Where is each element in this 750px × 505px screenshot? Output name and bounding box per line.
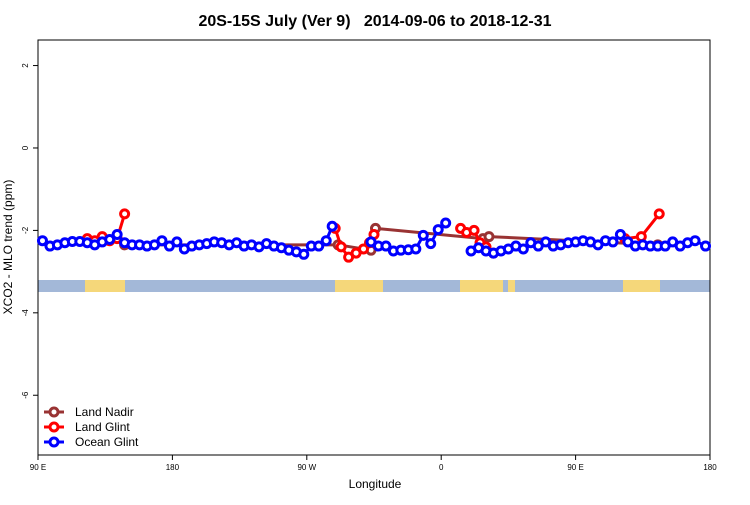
y-tick-label: -4 (21, 309, 30, 317)
point (417, 229, 429, 241)
point (653, 208, 665, 220)
x-tick-label: 0 (439, 463, 444, 472)
y-tick-label: 2 (21, 63, 30, 68)
point (358, 243, 370, 255)
point (607, 236, 619, 248)
point (517, 243, 529, 255)
x-tick-label: 180 (166, 463, 180, 472)
point (171, 236, 183, 248)
point (432, 224, 444, 236)
point (36, 235, 48, 247)
point (614, 229, 626, 241)
legend-marker (48, 421, 60, 433)
point (119, 208, 131, 220)
point (468, 224, 480, 236)
point (156, 235, 168, 247)
legend-label: Land Glint (75, 420, 130, 434)
point (700, 240, 712, 252)
point (440, 217, 452, 229)
point (483, 231, 495, 243)
y-tick-label: -6 (21, 391, 30, 399)
y-tick-label: 0 (21, 145, 30, 150)
land-band (335, 280, 383, 292)
point (313, 240, 325, 252)
land-band (460, 280, 503, 292)
point (298, 248, 310, 260)
x-tick-label: 90 W (297, 463, 316, 472)
land-band (508, 280, 515, 292)
point (104, 233, 116, 245)
point (635, 231, 647, 243)
point (326, 220, 338, 232)
point (111, 229, 123, 241)
point (320, 235, 332, 247)
point (380, 240, 392, 252)
point (689, 235, 701, 247)
legend-label: Land Nadir (75, 405, 134, 419)
chart-title: 20S-15S July (Ver 9) 2014-09-06 to 2018-… (198, 13, 551, 30)
y-tick-label: -2 (21, 226, 30, 234)
x-tick-label: 180 (703, 463, 717, 472)
point (335, 241, 347, 253)
x-tick-label: 90 E (30, 463, 46, 472)
surface-band (38, 280, 710, 292)
point (410, 243, 422, 255)
point (425, 238, 437, 250)
y-axis-label: XCO2 - MLO trend (ppm) (1, 180, 15, 315)
legend-label: Ocean Glint (75, 435, 139, 449)
legend-marker (48, 406, 60, 418)
land-band (623, 280, 660, 292)
x-tick-label: 90 E (567, 463, 583, 472)
legend-marker (48, 436, 60, 448)
x-axis-label: Longitude (349, 477, 402, 491)
land-band (85, 280, 125, 292)
